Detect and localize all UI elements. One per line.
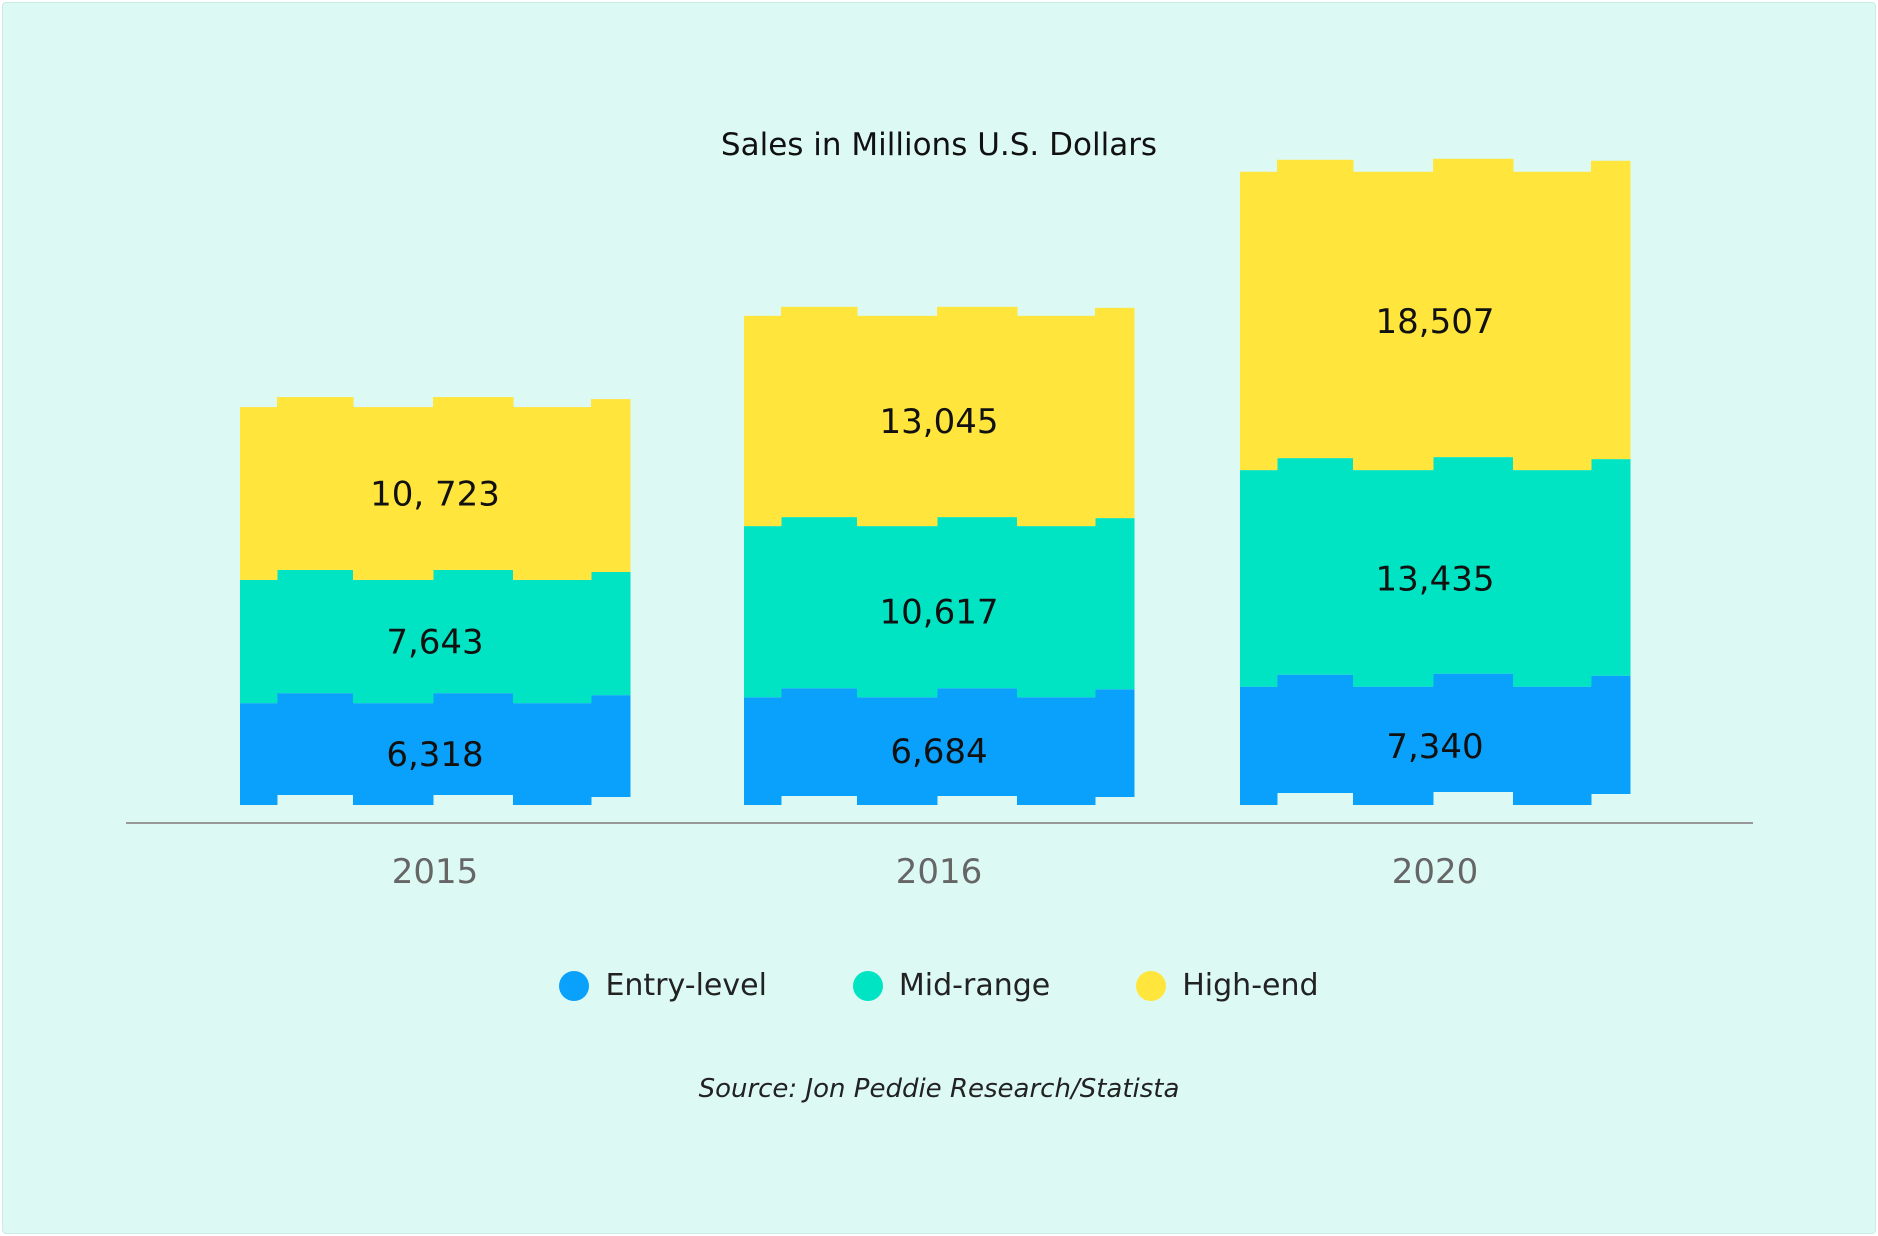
bar-strip: [781, 306, 858, 518]
x-tick-label-2020: 2020: [1392, 852, 1479, 892]
data-label-entry-level-2016: 6,684: [890, 732, 987, 772]
bar-strip: [1240, 470, 1278, 687]
bar-strip: [857, 315, 938, 527]
bar-strip: [1353, 686, 1434, 805]
source-note: Source: Jon Peddie Research/Statista: [698, 1074, 1180, 1104]
bar-mid-range-2016: [744, 517, 1135, 698]
bar-entry-level-2015: [240, 693, 631, 805]
bar-strip: [353, 703, 434, 805]
bar-entry-level-2020: [1240, 673, 1631, 805]
bar-strip: [1277, 159, 1354, 459]
legend-label-high-end: High-end: [1182, 968, 1319, 1003]
bar-strip: [1017, 526, 1096, 698]
bar-strip: [1513, 171, 1592, 471]
bar-strip: [1591, 160, 1631, 460]
bar-strip: [937, 517, 1018, 689]
legend: Entry-level Mid-range High-end: [0, 968, 1878, 1003]
data-label-mid-range-2015: 7,643: [386, 623, 483, 663]
bar-strip: [1513, 686, 1592, 805]
bar-strip: [937, 306, 1018, 518]
legend-swatch-mid-range: [852, 970, 883, 1001]
bar-strip: [1277, 458, 1354, 675]
bar-strip: [591, 399, 631, 572]
legend-swatch-entry-level: [559, 970, 590, 1001]
data-label-high-end-2015: 10, 723: [370, 475, 500, 515]
bar-strip: [744, 315, 782, 527]
bar-strip: [433, 397, 514, 570]
bar-strip: [1095, 307, 1135, 519]
bar-stack-2020: 7,340 13,435 18,507: [1240, 158, 1631, 805]
data-label-high-end-2020: 18,507: [1376, 302, 1495, 342]
bar-strip: [277, 693, 354, 795]
bar-strip: [781, 517, 858, 689]
bar-entry-level-2016: [744, 688, 1135, 805]
bar-strip: [1240, 686, 1278, 805]
bar-strip: [744, 697, 782, 805]
bar-strip: [277, 397, 354, 570]
bar-strip: [1095, 689, 1135, 797]
legend-label-mid-range: Mid-range: [898, 968, 1051, 1003]
bar-strip: [1095, 518, 1135, 690]
bar-strip: [513, 407, 592, 580]
data-label-mid-range-2020: 13,435: [1376, 559, 1495, 599]
legend-swatch-high-end: [1136, 970, 1167, 1001]
x-tick-label-2016: 2016: [896, 852, 983, 892]
legend-item-high-end: High-end: [1136, 968, 1319, 1003]
bar-high-end-2016: [744, 306, 1135, 527]
data-label-entry-level-2015: 6,318: [386, 735, 483, 775]
bar-strip: [277, 569, 354, 694]
bar-strip: [1017, 697, 1096, 805]
chart-title: Sales in Millions U.S. Dollars: [720, 127, 1158, 163]
bar-strip: [1240, 171, 1278, 471]
bar-strip: [937, 688, 1018, 796]
bar-strip: [240, 407, 278, 580]
bar-strip: [857, 526, 938, 698]
legend-label-entry-level: Entry-level: [605, 968, 767, 1003]
x-tick-label-2015: 2015: [392, 852, 479, 892]
bar-strip: [1591, 459, 1631, 676]
bar-strip: [857, 697, 938, 805]
bar-strip: [353, 579, 434, 704]
data-label-mid-range-2016: 10,617: [880, 593, 999, 633]
bar-strip: [1433, 673, 1514, 792]
legend-item-entry-level: Entry-level: [559, 968, 767, 1003]
bar-strip: [1433, 158, 1514, 458]
bar-strip: [591, 571, 631, 696]
bar-strip: [1277, 674, 1354, 793]
bar-strip: [240, 579, 278, 704]
bar-strip: [781, 688, 858, 796]
bar-strip: [1513, 470, 1592, 687]
bar-strip: [1353, 470, 1434, 687]
bar-strip: [1353, 171, 1434, 471]
bar-strip: [1433, 457, 1514, 674]
bar-stack-2016: 6,684 10,617 13,045: [744, 306, 1135, 805]
bar-mid-range-2020: [1240, 457, 1631, 687]
bar-strip: [591, 695, 631, 797]
bar-mid-range-2015: [240, 569, 631, 704]
bar-strip: [433, 693, 514, 795]
bar-strip: [240, 703, 278, 805]
bar-strip: [353, 407, 434, 580]
bar-strip: [433, 569, 514, 694]
bar-strip: [1017, 315, 1096, 527]
legend-item-mid-range: Mid-range: [852, 968, 1051, 1003]
data-label-entry-level-2020: 7,340: [1386, 727, 1483, 767]
bar-stack-2015: 6,318 7,643 10, 723: [240, 397, 631, 805]
bar-high-end-2015: [240, 397, 631, 580]
bar-strip: [1591, 675, 1631, 794]
bar-strip: [513, 579, 592, 704]
bar-high-end-2020: [1240, 158, 1631, 471]
bar-strip: [744, 526, 782, 698]
bar-strip: [513, 703, 592, 805]
data-label-high-end-2016: 13,045: [880, 402, 999, 442]
